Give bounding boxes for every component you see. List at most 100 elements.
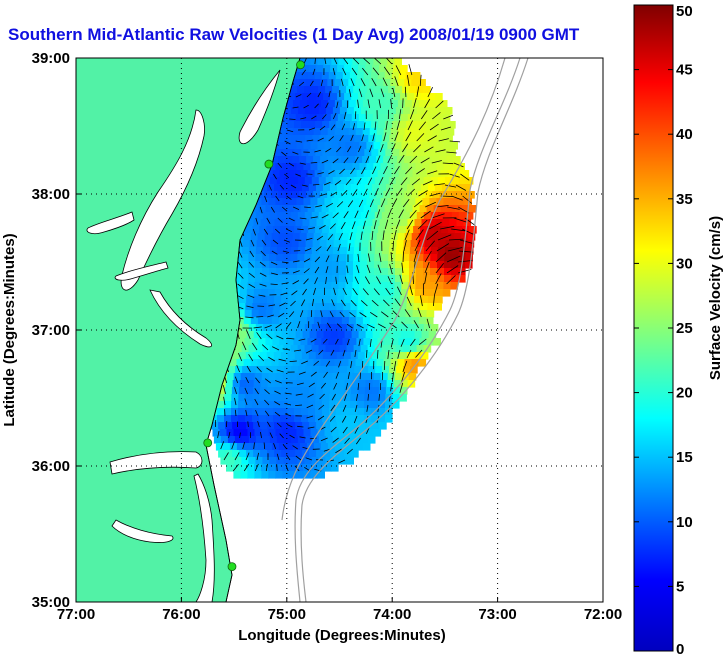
velocity-cell — [278, 359, 287, 367]
velocity-cell — [434, 149, 442, 157]
velocity-cell — [303, 163, 311, 171]
velocity-vector — [329, 415, 336, 422]
velocity-cell — [357, 226, 365, 234]
velocity-cell — [334, 359, 343, 367]
velocity-cell — [374, 212, 383, 220]
velocity-cell — [395, 261, 403, 269]
velocity-cell — [433, 205, 442, 213]
velocity-cell — [461, 205, 470, 213]
velocity-cell — [308, 394, 316, 402]
velocity-vector — [359, 371, 361, 380]
velocity-vector — [263, 228, 269, 235]
velocity-cell — [261, 429, 270, 437]
velocity-cell — [446, 191, 454, 199]
velocity-vector — [292, 445, 298, 450]
velocity-vector — [366, 404, 369, 412]
velocity-cell — [259, 352, 268, 360]
velocity-cell — [346, 254, 354, 262]
velocity-cell — [282, 429, 291, 437]
velocity-cell — [290, 86, 298, 94]
velocity-cell — [317, 163, 325, 171]
velocity-cell — [269, 275, 277, 283]
velocity-cell — [381, 261, 389, 269]
velocity-cell — [303, 282, 311, 290]
velocity-cell — [274, 450, 282, 458]
velocity-cell — [435, 296, 443, 304]
velocity-cell — [376, 317, 385, 325]
velocity-cell — [451, 212, 460, 220]
velocity-vector — [270, 261, 278, 266]
velocity-cell — [467, 191, 475, 199]
velocity-cell — [217, 394, 225, 402]
velocity-cell — [306, 156, 314, 164]
velocity-cell — [288, 93, 296, 101]
velocity-cell — [463, 184, 471, 192]
velocity-cell — [311, 177, 320, 185]
velocity-vector — [377, 264, 382, 274]
velocity-cell — [316, 289, 325, 297]
velocity-cell — [367, 268, 375, 276]
velocity-cell — [414, 289, 423, 297]
velocity-cell — [245, 387, 254, 395]
velocity-vector — [391, 143, 396, 153]
velocity-cell — [466, 240, 475, 248]
velocity-cell — [336, 352, 345, 360]
velocity-vector — [358, 145, 362, 153]
velocity-cell — [306, 79, 314, 87]
velocity-cell — [403, 366, 411, 374]
velocity-cell — [301, 415, 309, 423]
velocity-cell — [291, 240, 300, 248]
velocity-vector — [432, 112, 441, 120]
velocity-vector — [356, 393, 358, 401]
velocity-vector — [258, 355, 265, 362]
velocity-vector — [352, 58, 360, 65]
velocity-cell — [399, 121, 407, 129]
velocity-cell — [300, 310, 309, 318]
velocity-cell — [435, 114, 444, 122]
velocity-vector — [276, 369, 284, 373]
velocity-cell — [364, 303, 372, 311]
velocity-cell — [362, 79, 370, 87]
velocity-cell — [289, 198, 297, 206]
velocity-cell — [304, 177, 313, 185]
velocity-cell — [282, 471, 290, 479]
velocity-cell — [360, 247, 369, 255]
velocity-cell — [343, 408, 351, 416]
velocity-cell — [337, 380, 346, 388]
velocity-cell — [271, 233, 280, 241]
velocity-cell — [238, 352, 247, 360]
velocity-cell — [388, 261, 396, 269]
velocity-cell — [311, 247, 320, 255]
velocity-cell — [271, 443, 280, 451]
velocity-vector — [425, 201, 436, 208]
velocity-cell — [329, 149, 337, 157]
velocity-cell — [332, 247, 341, 255]
velocity-cell — [355, 443, 364, 451]
velocity-cell — [336, 394, 344, 402]
velocity-cell — [355, 317, 364, 325]
velocity-cell — [427, 149, 435, 157]
velocity-cell — [313, 443, 322, 451]
velocity-cell — [338, 58, 346, 66]
velocity-cell — [398, 72, 407, 80]
velocity-vector — [280, 292, 288, 296]
velocity-cell — [413, 352, 422, 360]
velocity-cell — [318, 457, 326, 465]
velocity-cell — [299, 233, 308, 241]
velocity-vector — [340, 299, 346, 307]
velocity-cell — [285, 156, 293, 164]
velocity-cell — [446, 156, 454, 164]
velocity-vector — [255, 409, 259, 417]
velocity-cell — [351, 380, 360, 388]
velocity-cell — [252, 303, 260, 311]
velocity-vector — [373, 58, 382, 65]
velocity-cell — [429, 282, 437, 290]
velocity-vector — [274, 411, 281, 417]
velocity-vector — [394, 298, 401, 307]
velocity-cell — [387, 58, 395, 66]
velocity-cell — [363, 310, 372, 318]
velocity-cell — [421, 296, 429, 304]
velocity-cell — [354, 135, 362, 143]
velocity-vector — [292, 270, 300, 274]
velocity-vector — [284, 413, 292, 417]
